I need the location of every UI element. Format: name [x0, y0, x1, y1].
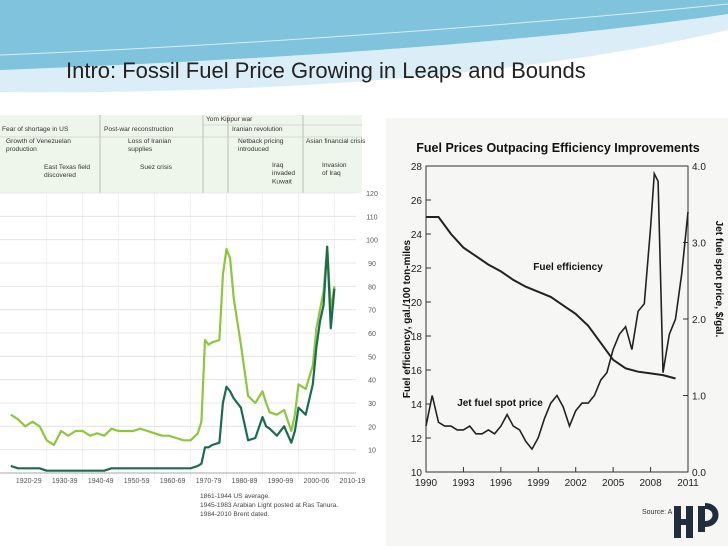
- event-label: Fear of shortage in US: [2, 126, 69, 133]
- x-tick-label: 1920-29: [16, 478, 42, 485]
- x-tick-label: 1980-89: [232, 478, 258, 485]
- event-label: Asian financial crisis: [306, 138, 366, 145]
- event-label: Post-war reconstruction: [104, 126, 174, 133]
- y-tick-label: 24: [411, 230, 423, 241]
- y-tick-label: 110: [366, 214, 377, 221]
- fuel-efficiency-label: Fuel efficiency: [533, 262, 603, 273]
- y-tick-label: 28: [411, 162, 423, 173]
- x-tick-label: 2002: [565, 478, 588, 489]
- event-label: Iranian revolution: [232, 126, 283, 133]
- event-label: Loss of Iranian supplies: [128, 138, 172, 153]
- footnote-line: 1861-1944 US average.: [200, 493, 270, 500]
- fuel-prices-efficiency-chart: Fuel Prices Outpacing Efficiency Improve…: [386, 118, 728, 546]
- y2-tick-label: 2.0: [692, 315, 706, 326]
- y-tick-label: 70: [368, 308, 376, 315]
- x-tick-label: 1990-99: [268, 478, 294, 485]
- header-banner: [0, 0, 728, 93]
- y-tick-label: 80: [368, 284, 376, 291]
- event-label: Netback pricing introduced: [238, 138, 284, 153]
- jet-fuel-label: Jet fuel spot price: [457, 398, 543, 409]
- y-tick-label: 10: [368, 448, 376, 455]
- x-tick-label: 1970-79: [196, 478, 222, 485]
- y-tick-label: 10: [411, 468, 423, 479]
- y-tick-label: 40: [368, 378, 376, 385]
- event-label: Invasion of Iraq: [322, 162, 347, 177]
- x-tick-label: 2000-06: [304, 478, 330, 485]
- source-note: Source: A: [642, 509, 673, 516]
- x-tick-label: 2010-19: [340, 478, 366, 485]
- footnote-line: 1984-2010 Brent dated.: [200, 511, 269, 518]
- y-tick-label: 50: [368, 354, 376, 361]
- x-tick-label: 2005: [602, 478, 625, 489]
- x-tick-label: 2011: [677, 478, 699, 489]
- y2-axis-label: Jet fuel spot price, $/gal.: [713, 221, 724, 338]
- y-tick-label: 20: [368, 424, 376, 431]
- nominal-price-line: [10, 245, 336, 472]
- jet-fuel-price-line: [425, 170, 689, 451]
- x-tick-label: 2008: [639, 478, 662, 489]
- footnote-line: 1945-1983 Arabian Light posted at Ras Ta…: [200, 502, 338, 509]
- x-tick-label: 1993: [452, 478, 475, 489]
- y-tick-label: 26: [411, 196, 423, 207]
- y-tick-label: 12: [411, 434, 423, 445]
- x-tick-label: 1960-69: [160, 478, 186, 485]
- y-tick-label: 16: [411, 366, 423, 377]
- y-tick-label: 30: [368, 401, 376, 408]
- y-tick-label: 22: [411, 264, 423, 275]
- x-tick-label: 1930-39: [52, 478, 78, 485]
- fuel-efficiency-line: [426, 216, 676, 380]
- events-panel: [0, 115, 362, 193]
- x-tick-label: 1996: [490, 478, 513, 489]
- event-label: Yom Kippur war: [206, 116, 253, 123]
- y-tick-label: 20: [411, 298, 423, 309]
- y-tick-label: 14: [411, 400, 423, 411]
- slide-title: Intro: Fossil Fuel Price Growing in Leap…: [66, 58, 586, 83]
- company-logo: [674, 503, 719, 538]
- y2-tick-label: 0.0: [692, 468, 706, 479]
- chart-title: Fuel Prices Outpacing Efficiency Improve…: [416, 141, 699, 155]
- y-axis-label: Fuel efficiency, gal./100 ton-miles: [402, 239, 413, 398]
- oil-price-history-chart: Fear of shortage in US Growth of Venezuel…: [0, 115, 386, 546]
- y-tick-label: 60: [368, 331, 376, 338]
- real-price-line: [10, 245, 336, 447]
- y-tick-label: 120: [366, 191, 378, 198]
- y2-tick-label: 4.0: [692, 162, 706, 173]
- y2-tick-label: 1.0: [692, 392, 706, 403]
- y-tick-label: 90: [368, 261, 376, 268]
- x-tick-label: 1940-49: [88, 478, 114, 485]
- event-label: East Texas field discovered: [44, 164, 90, 179]
- event-label: Iraq invaded Kuwait: [272, 162, 295, 185]
- y2-tick-label: 3.0: [692, 239, 706, 250]
- x-tick-label: 1999: [527, 478, 550, 489]
- x-tick-label: 1950-59: [124, 478, 150, 485]
- y-tick-label: 100: [366, 238, 378, 245]
- event-label: Suez crisis: [140, 164, 173, 171]
- y-tick-label: 18: [411, 332, 423, 343]
- x-tick-label: 1990: [415, 478, 438, 489]
- event-label: Growth of Venezuelan production: [6, 138, 71, 153]
